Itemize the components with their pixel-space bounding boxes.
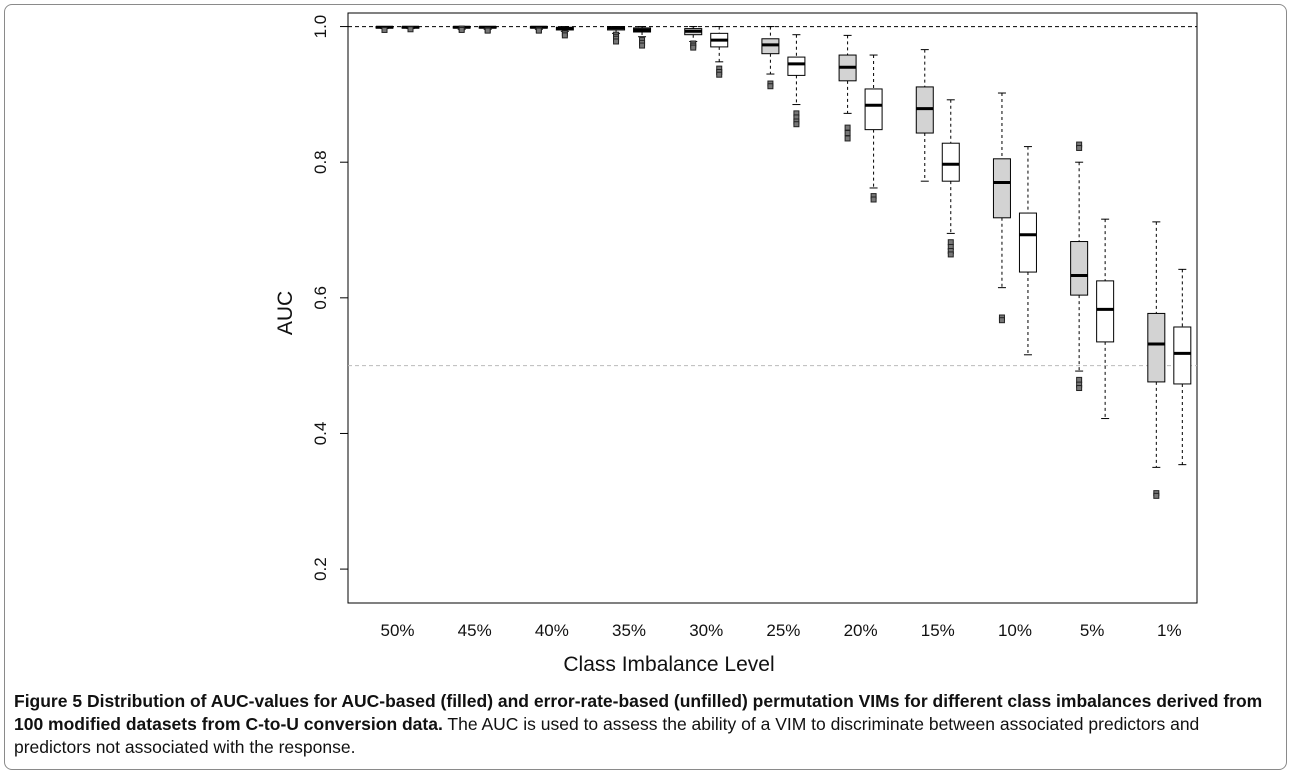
figure-frame — [4, 4, 1287, 770]
outlier-point — [381, 26, 388, 33]
outlier-point — [484, 27, 491, 34]
y-axis-title: AUC — [274, 291, 297, 335]
outlier-point — [767, 83, 774, 90]
box — [992, 158, 1011, 219]
outlier-point — [1076, 385, 1083, 392]
y-tick-label: 1.0 — [311, 15, 330, 39]
x-tick-label: 5% — [1080, 621, 1105, 640]
box — [787, 56, 806, 76]
boxplot-chart: 0.2 0.4 0.6 0.8 1.0 50% 45% 40% 35% 30% 25% 20% 15% 1… — [274, 12, 1198, 676]
box — [1096, 280, 1115, 343]
box — [1070, 241, 1089, 296]
x-tick-label: 15% — [921, 621, 955, 640]
x-tick-label: 35% — [612, 621, 646, 640]
outlier-point — [716, 71, 723, 78]
outlier-point — [639, 42, 646, 49]
outlier-point — [407, 26, 414, 33]
x-tick-label: 10% — [998, 621, 1032, 640]
outlier-point — [561, 32, 568, 39]
x-tick-label: 45% — [458, 621, 492, 640]
y-tick-label: 0.6 — [311, 286, 330, 310]
outlier-point — [844, 130, 851, 137]
box — [1147, 312, 1166, 383]
box — [1018, 212, 1037, 273]
outlier-point — [535, 27, 542, 34]
x-tick-label: 50% — [380, 621, 414, 640]
outlier-point — [1076, 144, 1083, 151]
x-axis-title: Class Imbalance Level — [563, 653, 774, 676]
outlier-point — [844, 124, 851, 131]
y-tick-label: 0.2 — [311, 557, 330, 581]
x-tick-label: 40% — [535, 621, 569, 640]
outlier-point — [998, 317, 1005, 324]
outlier-point — [690, 44, 697, 51]
box — [1173, 326, 1192, 385]
outlier-point — [1153, 492, 1160, 499]
outlier-point — [458, 26, 465, 33]
box — [941, 142, 960, 182]
x-tick-label: 1% — [1157, 621, 1182, 640]
box — [864, 88, 883, 131]
outlier-point — [947, 251, 954, 258]
caption-text: The AUC is used to assess the ability of… — [14, 714, 1200, 757]
outlier-point — [870, 196, 877, 203]
plot-frame — [347, 12, 1198, 604]
outlier-point — [844, 135, 851, 142]
y-tick-label: 0.8 — [311, 150, 330, 174]
outlier-point — [613, 38, 620, 45]
outlier-point — [793, 121, 800, 128]
caption-label: Figure 5 — [14, 691, 83, 711]
caption-bold-text: Distribution of AUC-values for AUC-based… — [14, 691, 1263, 734]
x-tick-label: 30% — [689, 621, 723, 640]
x-tick-label: 20% — [844, 621, 878, 640]
x-tick-label: 25% — [766, 621, 800, 640]
y-tick-label: 0.4 — [311, 422, 330, 446]
figure-caption: Figure 5 Distribution of AUC-values for … — [14, 690, 1279, 759]
